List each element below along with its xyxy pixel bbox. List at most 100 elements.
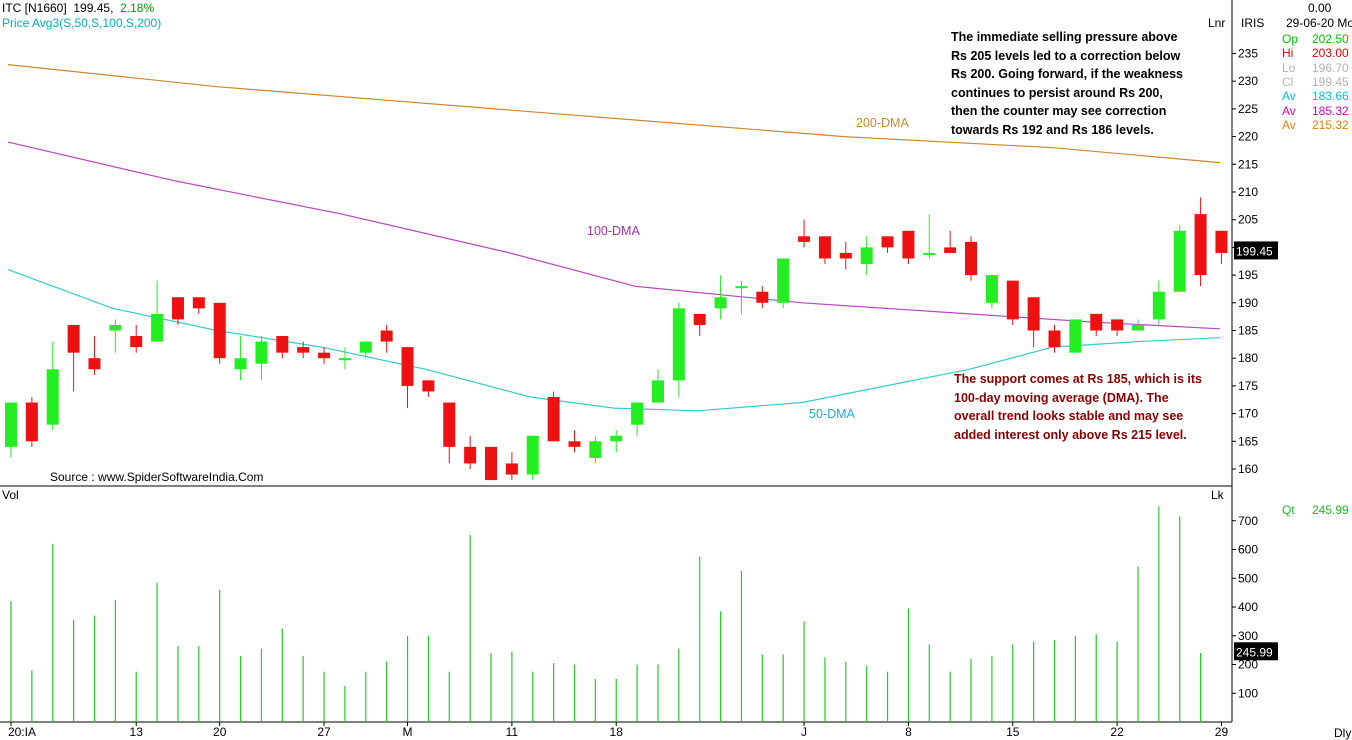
candle-body bbox=[526, 435, 539, 475]
candle-body bbox=[923, 252, 936, 255]
candle bbox=[88, 336, 101, 375]
candle bbox=[672, 302, 685, 397]
candle-body bbox=[1194, 214, 1207, 276]
panel-row-value: 215.32 bbox=[1312, 117, 1349, 132]
candle bbox=[526, 435, 539, 481]
candle bbox=[151, 280, 164, 342]
candle bbox=[589, 435, 602, 464]
candle-body bbox=[672, 308, 685, 381]
candle bbox=[359, 341, 372, 359]
price-tick-label: 215 bbox=[1238, 157, 1258, 171]
x-tick-label: 22 bbox=[1110, 725, 1124, 739]
x-tick-label: 15 bbox=[1006, 725, 1020, 739]
candle-body bbox=[1027, 297, 1040, 331]
price-tick-label: 210 bbox=[1238, 185, 1258, 199]
axes: 160 165 170 175 180 185 190 195 200 205 210 215 220 2… bbox=[2, 47, 1351, 740]
candle bbox=[777, 258, 790, 309]
x-tick-label: 20 bbox=[213, 725, 227, 739]
panel-row-value: 202.50 bbox=[1312, 32, 1349, 46]
scale-mode: Lnr bbox=[1208, 16, 1226, 30]
volume-title: Vol bbox=[2, 488, 19, 502]
panel-row-label: Av bbox=[1282, 89, 1296, 104]
candle-body bbox=[380, 330, 393, 342]
candle-body bbox=[318, 352, 331, 359]
dma200-line bbox=[7, 64, 1221, 164]
candle bbox=[5, 402, 17, 458]
qty-label: Qt bbox=[1282, 503, 1295, 517]
candle bbox=[318, 347, 331, 364]
dma200-label: 200-DMA bbox=[856, 116, 909, 130]
candle bbox=[338, 347, 351, 370]
candle-body bbox=[151, 313, 164, 342]
annotation-bottom: The support comes at Rs 185, which is it… bbox=[954, 372, 1202, 442]
candle-body bbox=[798, 236, 811, 242]
candle-body bbox=[818, 236, 831, 259]
candle bbox=[965, 236, 978, 281]
candle bbox=[902, 230, 915, 265]
candle-body bbox=[1111, 319, 1124, 331]
panel-row-value: 199.45 bbox=[1312, 74, 1349, 89]
x-tick-label: M bbox=[403, 725, 413, 739]
candle bbox=[651, 369, 664, 403]
candle bbox=[798, 219, 811, 248]
candle-body bbox=[1131, 324, 1144, 331]
candle-body bbox=[109, 324, 122, 331]
moving-average-lines bbox=[7, 64, 1221, 412]
x-tick-label: 13 bbox=[130, 725, 144, 739]
candle-body bbox=[88, 358, 101, 370]
candle-body bbox=[944, 247, 957, 253]
candle-body bbox=[965, 241, 978, 276]
candle-body bbox=[338, 358, 351, 361]
price-tick-label: 180 bbox=[1238, 351, 1258, 365]
x-tick-label: J bbox=[801, 725, 807, 739]
candle bbox=[881, 236, 894, 253]
panel-row-label: Av bbox=[1282, 103, 1296, 118]
series-legend: Price Avg3(S,50,S,100,S,200) bbox=[2, 16, 162, 30]
price-tick-label: 205 bbox=[1238, 213, 1258, 227]
candlestick-series bbox=[5, 197, 1228, 481]
candle bbox=[860, 236, 873, 276]
candle bbox=[109, 319, 122, 353]
candle bbox=[25, 396, 38, 447]
candle bbox=[1048, 324, 1061, 353]
candle bbox=[1152, 280, 1165, 325]
candle bbox=[568, 430, 581, 453]
candle-body bbox=[213, 302, 226, 359]
candle-body bbox=[839, 252, 852, 259]
candle-body bbox=[46, 369, 59, 425]
candle bbox=[1069, 319, 1082, 353]
last-price: 199.45, bbox=[73, 1, 114, 15]
volume-tick-label: 300 bbox=[1238, 629, 1258, 643]
data-provider: IRIS bbox=[1241, 16, 1265, 30]
candle bbox=[714, 275, 727, 320]
panel-row-label: Hi bbox=[1282, 46, 1294, 61]
price-tick-label: 185 bbox=[1238, 324, 1258, 338]
current-volume-label: 245.99 bbox=[1236, 645, 1273, 659]
x-tick-label: 8 bbox=[905, 725, 912, 739]
candle-body bbox=[171, 297, 184, 320]
candle bbox=[46, 341, 59, 431]
price-tick-label: 165 bbox=[1238, 434, 1258, 448]
price-tick-label: 220 bbox=[1238, 130, 1258, 144]
qty-value: 245.99 bbox=[1312, 503, 1349, 517]
candle-body bbox=[359, 341, 372, 353]
candle bbox=[1194, 197, 1207, 287]
candle bbox=[1027, 297, 1040, 348]
price-tick-label: 160 bbox=[1238, 462, 1258, 476]
price-tick-label: 170 bbox=[1238, 407, 1258, 421]
candle-body bbox=[464, 446, 477, 464]
candle-body bbox=[985, 275, 998, 303]
candle-body bbox=[401, 347, 414, 386]
candle-body bbox=[589, 441, 602, 458]
candle bbox=[192, 297, 205, 314]
panel-row-value: 183.66 bbox=[1312, 89, 1349, 104]
candle bbox=[171, 297, 184, 325]
candle bbox=[485, 446, 498, 481]
candle bbox=[756, 286, 769, 309]
candle bbox=[464, 435, 477, 469]
dma100-label: 100-DMA bbox=[587, 224, 640, 238]
volume-unit: Lk bbox=[1211, 488, 1225, 502]
current-price-label: 199.45 bbox=[1236, 244, 1273, 258]
candle-body bbox=[902, 230, 915, 259]
candle bbox=[130, 324, 143, 353]
